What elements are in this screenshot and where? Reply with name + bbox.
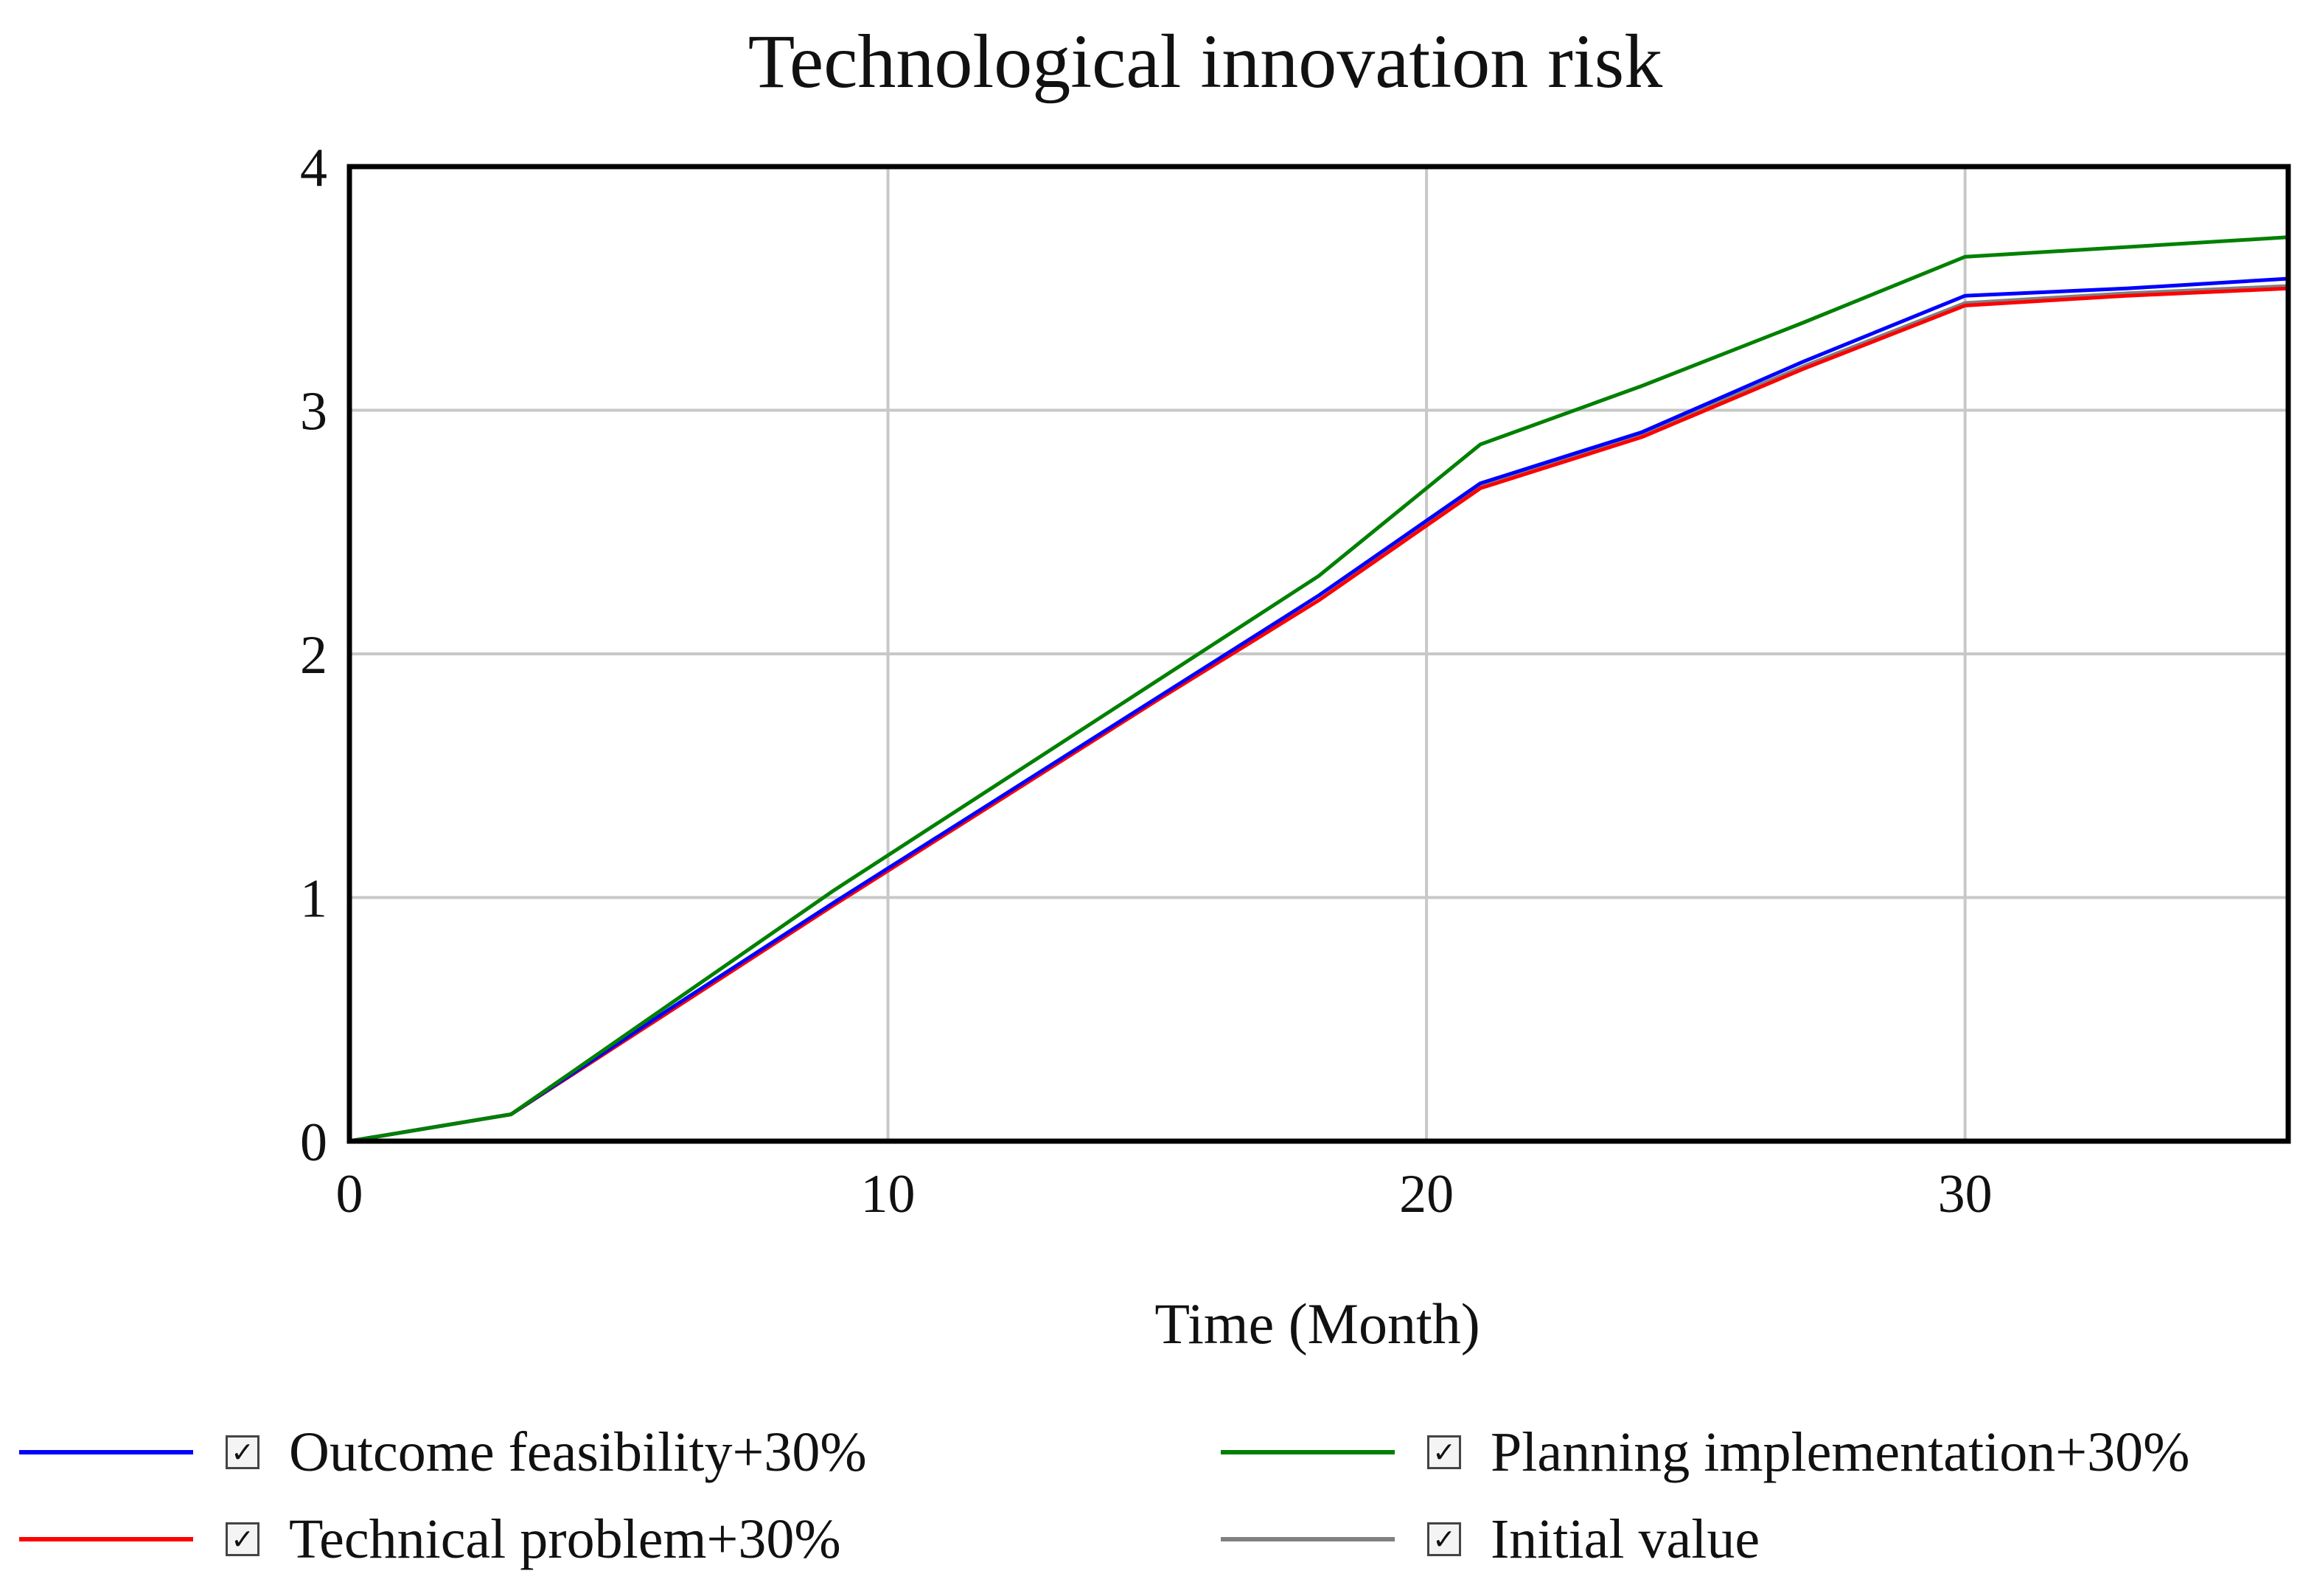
checkbox-checked-icon[interactable]: ✓ (1427, 1435, 1461, 1469)
plot-frame (346, 164, 2291, 1144)
y-tick-label: 1 (300, 869, 327, 930)
grid (349, 167, 2288, 1141)
y-tick-label: 4 (300, 138, 327, 198)
y-tick-label: 3 (300, 382, 327, 442)
x-axis-label: Time (Month) (1154, 1292, 1480, 1356)
chart-title: Technological innovation risk (748, 19, 1662, 104)
x-tick-label: 20 (1399, 1164, 1454, 1224)
series-layer (349, 235, 2289, 1143)
legend-label: Planning implementation+30% (1491, 1421, 2190, 1483)
checkbox-checked-icon[interactable]: ✓ (1427, 1522, 1461, 1556)
checkbox-checked-icon[interactable]: ✓ (226, 1522, 259, 1556)
legend-item[interactable]: ✓ Outcome feasibility+30% (19, 1415, 867, 1489)
legend-swatch (19, 1450, 193, 1454)
series-line-planning-implementation-30 (349, 235, 2289, 1143)
legend-swatch (1221, 1450, 1395, 1454)
legend: ✓ Outcome feasibility+30% ✓ Technical pr… (0, 1415, 2300, 1592)
series-line-outcome-feasibility-30 (349, 276, 2289, 1143)
axis-ticks: 0 10 20 30 0 1 2 3 4 (300, 138, 1993, 1224)
legend-swatch (1221, 1537, 1395, 1541)
legend-label: Outcome feasibility+30% (289, 1421, 867, 1483)
checkbox-checked-icon[interactable]: ✓ (226, 1435, 259, 1469)
x-tick-label: 10 (861, 1164, 916, 1224)
legend-label: Initial value (1491, 1508, 1760, 1570)
series-line-initial-value (349, 284, 2289, 1143)
x-tick-label: 0 (336, 1164, 363, 1224)
y-tick-label: 2 (300, 625, 327, 686)
legend-item[interactable]: ✓ Planning implementation+30% (1221, 1415, 2189, 1489)
series-line-technical-problem-30 (349, 286, 2289, 1143)
x-tick-label: 30 (1938, 1164, 1993, 1224)
y-tick-label: 0 (300, 1112, 327, 1173)
legend-item[interactable]: ✓ Initial value (1221, 1502, 1760, 1576)
legend-item[interactable]: ✓ Technical problem+30% (19, 1502, 841, 1576)
line-chart: Technological innovation risk 0 10 20 30 0 1 2… (300, 19, 2291, 1356)
legend-label: Technical problem+30% (289, 1508, 841, 1570)
legend-swatch (19, 1537, 193, 1541)
